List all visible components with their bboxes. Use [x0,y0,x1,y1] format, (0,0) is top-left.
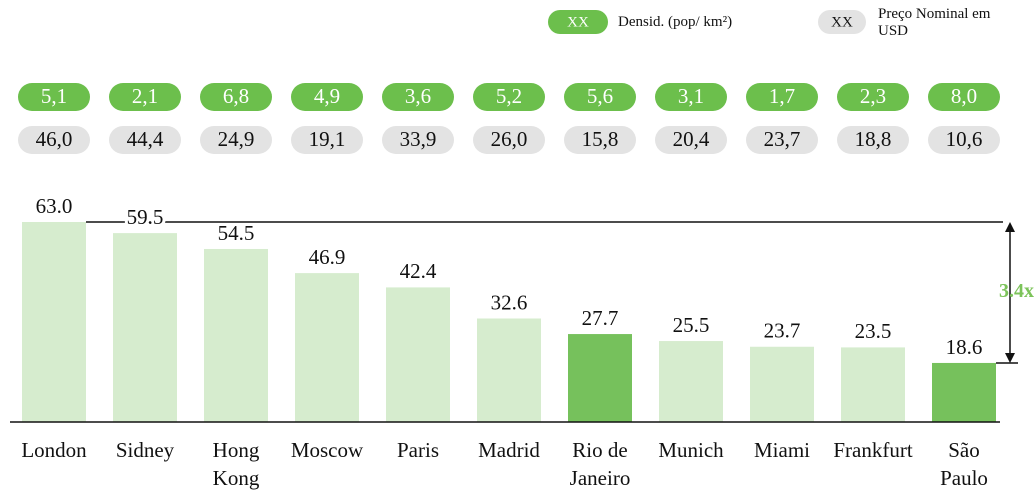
price-label: 46,0 [36,127,73,151]
legend-marker [548,10,608,34]
value-label: 25.5 [673,313,710,337]
price-label: 24,9 [218,127,255,151]
density-label: 3,1 [678,84,704,108]
bar [477,318,541,422]
x-tick-label: London [21,438,87,462]
price-pill [200,126,272,154]
bar [295,273,359,422]
density-label: 5,1 [41,84,67,108]
price-label: 19,1 [309,127,346,151]
price-pill [473,126,545,154]
density-pill [109,83,181,111]
legend-marker-label: XX [831,14,853,30]
price-label: 20,4 [673,127,710,151]
arrowhead [1005,222,1015,232]
density-pill [473,83,545,111]
density-label: 4,9 [314,84,340,108]
price-pill [564,126,636,154]
density-label: 5,2 [496,84,522,108]
density-label: 6,8 [223,84,249,108]
price-pill [746,126,818,154]
price-label: 26,0 [491,127,528,151]
bar [932,362,996,422]
value-label: 42.4 [400,259,437,283]
price-pill [928,126,1000,154]
value-label: 63.0 [36,194,73,218]
price-pill [18,126,90,154]
density-label: 3,6 [405,84,431,108]
price-pill [382,126,454,154]
value-label: 54.5 [218,221,255,245]
legend-marker-label: XX [567,14,589,30]
density-label: 2,3 [860,84,886,108]
density-pill [564,83,636,111]
legend-marker [818,10,866,34]
bar [568,334,632,422]
price-label: 23,7 [764,127,801,151]
bar [113,233,177,422]
legend-label: Preço Nominal em USD [878,6,991,39]
x-tick-label: Frankfurt [833,438,913,462]
price-pill [655,126,727,154]
bar [750,346,814,422]
density-pill [746,83,818,111]
x-tick-label: Moscow [290,438,364,462]
value-label: 59.5 [127,205,164,229]
price-pill [291,126,363,154]
density-label: 8,0 [951,84,977,108]
x-tick-label: Sidney [115,438,175,462]
bar [22,222,86,422]
density-label: 1,7 [769,84,795,108]
value-label: 23.5 [855,319,892,343]
density-pill [382,83,454,111]
price-label: 10,6 [946,127,983,151]
price-pill [837,126,909,154]
value-label: 23.7 [764,319,801,343]
x-tick-label: São Paulo [940,438,988,490]
price-label: 15,8 [582,127,619,151]
price-label: 33,9 [400,127,437,151]
value-label: 18.6 [946,335,983,359]
density-label: 2,1 [132,84,158,108]
x-tick-label: Rio de Janeiro [569,438,631,490]
x-tick-label: Madrid [478,438,540,462]
bar [841,347,905,422]
bar [204,248,268,422]
price-label: 18,8 [855,127,892,151]
density-pill [291,83,363,111]
annotation: 3.4x [999,280,1034,302]
density-pill [655,83,727,111]
x-tick-label: Miami [754,438,810,462]
arrowhead [1005,352,1015,363]
x-tick-label: Hong Kong [212,438,260,490]
x-tick-label: Munich [658,438,724,462]
density-pill [837,83,909,111]
bar [386,287,450,422]
bar [659,341,723,422]
density-pill [200,83,272,111]
density-pill [18,83,90,111]
price-pill [109,126,181,154]
value-label: 46.9 [309,245,346,269]
legend-label: Densid. (pop/ km²) [618,14,733,30]
x-tick-label: Paris [397,438,439,462]
value-label: 32.6 [491,290,528,314]
price-label: 44,4 [127,127,164,151]
density-pill [928,83,1000,111]
value-label: 27.7 [582,306,619,330]
density-label: 5,6 [587,84,613,108]
